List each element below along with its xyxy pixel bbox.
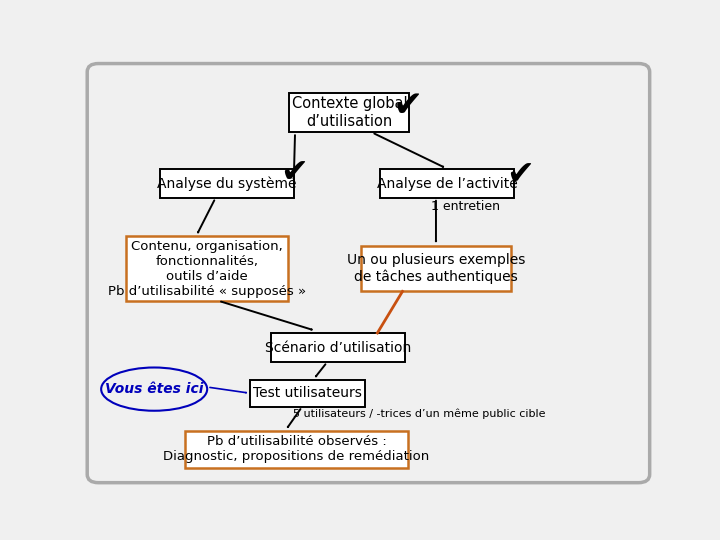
Text: Contexte global
d’utilisation: Contexte global d’utilisation (292, 97, 408, 129)
FancyBboxPatch shape (251, 380, 365, 407)
FancyBboxPatch shape (289, 93, 410, 132)
FancyBboxPatch shape (271, 333, 405, 362)
FancyBboxPatch shape (185, 431, 408, 468)
Text: ✔: ✔ (279, 157, 307, 190)
Text: Vous êtes ici: Vous êtes ici (105, 382, 204, 396)
Text: 1 entretien: 1 entretien (431, 200, 500, 213)
Text: 5 utilisateurs / -trices d’un même public cible: 5 utilisateurs / -trices d’un même publi… (293, 409, 546, 420)
Text: Scénario d’utilisation: Scénario d’utilisation (265, 341, 411, 355)
Text: Un ou plusieurs exemples
de tâches authentiques: Un ou plusieurs exemples de tâches authe… (347, 253, 525, 284)
FancyBboxPatch shape (87, 64, 649, 483)
Text: Test utilisateurs: Test utilisateurs (253, 386, 362, 400)
Text: Analyse du système: Analyse du système (157, 176, 297, 191)
FancyBboxPatch shape (126, 237, 288, 301)
Text: ✔: ✔ (505, 158, 534, 192)
Text: Contenu, organisation,
fonctionnalités,
outils d’aide
Pb d’utilisabilité « suppo: Contenu, organisation, fonctionnalités, … (108, 240, 306, 298)
Text: ✔: ✔ (393, 90, 423, 123)
Ellipse shape (102, 368, 207, 411)
Text: Analyse de l’activité: Analyse de l’activité (377, 176, 518, 191)
FancyBboxPatch shape (160, 168, 294, 198)
FancyBboxPatch shape (380, 168, 514, 198)
FancyBboxPatch shape (361, 246, 511, 292)
Text: Pb d’utilisabilité observés :
Diagnostic, propositions de remédiation: Pb d’utilisabilité observés : Diagnostic… (163, 435, 430, 463)
